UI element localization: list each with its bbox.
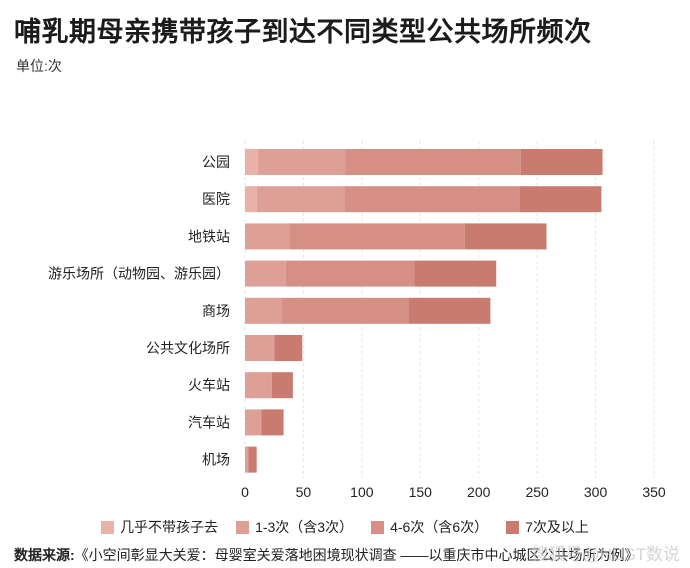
legend-swatch xyxy=(371,520,385,534)
bar-segment xyxy=(281,297,409,324)
legend-swatch xyxy=(236,520,250,534)
chart-title: 哺乳期母亲携带孩子到达不同类型公共场所频次 xyxy=(14,17,592,47)
x-tick-label: 300 xyxy=(584,484,608,500)
category-label: 汽车站 xyxy=(188,414,230,430)
bar-segment xyxy=(285,260,415,287)
bar-segment xyxy=(256,186,345,213)
category-label: 地铁站 xyxy=(188,228,230,244)
bar-segment xyxy=(245,223,290,250)
legend-swatch xyxy=(101,520,115,534)
bar-segment xyxy=(519,186,602,213)
category-label: 公园 xyxy=(202,154,230,170)
bar-segment xyxy=(520,149,603,175)
category-label: 商场 xyxy=(202,303,230,319)
legend: 几乎不带孩子去 1-3次（含3次） 4-6次（含6次） 7次及以上 xyxy=(0,517,690,537)
x-tick-label: 100 xyxy=(350,484,374,500)
source-label: 数据来源: xyxy=(14,547,75,563)
bar-segment xyxy=(245,409,262,436)
x-tick-labels: 0 50 100 150 200 250 300 350 xyxy=(241,484,666,500)
bar-segment xyxy=(245,186,257,213)
bar-segment xyxy=(245,372,272,399)
bars xyxy=(245,149,603,473)
bar-segment xyxy=(245,260,286,287)
legend-item: 4-6次（含6次） xyxy=(371,517,488,537)
legend-item: 1-3次（含3次） xyxy=(236,517,353,537)
legend-swatch xyxy=(506,520,520,534)
x-tick-label: 0 xyxy=(241,484,249,500)
bar-segment xyxy=(245,297,282,324)
legend-label: 几乎不带孩子去 xyxy=(120,519,219,535)
bar-segment xyxy=(274,335,303,361)
legend-label: 7次及以上 xyxy=(525,519,589,535)
bar-segment xyxy=(345,149,521,175)
bar-segment xyxy=(257,149,346,175)
category-label: 机场 xyxy=(202,452,230,468)
bar-segment xyxy=(344,186,520,213)
x-tick-label: 350 xyxy=(642,484,666,500)
bar-segment xyxy=(408,297,491,324)
x-tick-label: 150 xyxy=(409,484,433,500)
bar-segment xyxy=(248,446,257,473)
bar-segment xyxy=(245,335,275,361)
legend-label: 4-6次（含6次） xyxy=(390,519,489,535)
legend-item: 7次及以上 xyxy=(506,517,589,537)
x-tick-label: 250 xyxy=(525,484,549,500)
source-text: 《小空间彰显大关爱：母婴室关爱落地困境现状调查 ——以重庆市中心城区公共场所为例… xyxy=(74,547,639,563)
unit-label: 单位:次 xyxy=(16,58,62,74)
category-label: 公共文化场所 xyxy=(146,340,230,356)
bar-segment xyxy=(289,223,465,250)
bar-segment xyxy=(245,149,258,175)
watermark: 搜狐号@HUST数说 xyxy=(531,545,680,564)
x-tick-label: 200 xyxy=(467,484,491,500)
bar-segment xyxy=(414,260,497,287)
category-label: 游乐场所（动物园、游乐园） xyxy=(48,266,230,282)
category-label: 火车站 xyxy=(188,377,230,393)
legend-label: 1-3次（含3次） xyxy=(255,519,354,535)
bar-segment xyxy=(464,223,547,250)
bar-segment xyxy=(271,372,293,399)
x-tick-label: 50 xyxy=(296,484,312,500)
bar-segment xyxy=(261,409,284,436)
category-label: 医院 xyxy=(202,191,230,207)
source-note: 数据来源:《小空间彰显大关爱：母婴室关爱落地困境现状调查 ——以重庆市中心城区公… xyxy=(14,545,639,565)
legend-item: 几乎不带孩子去 xyxy=(101,517,218,537)
bar-segment xyxy=(245,446,249,473)
